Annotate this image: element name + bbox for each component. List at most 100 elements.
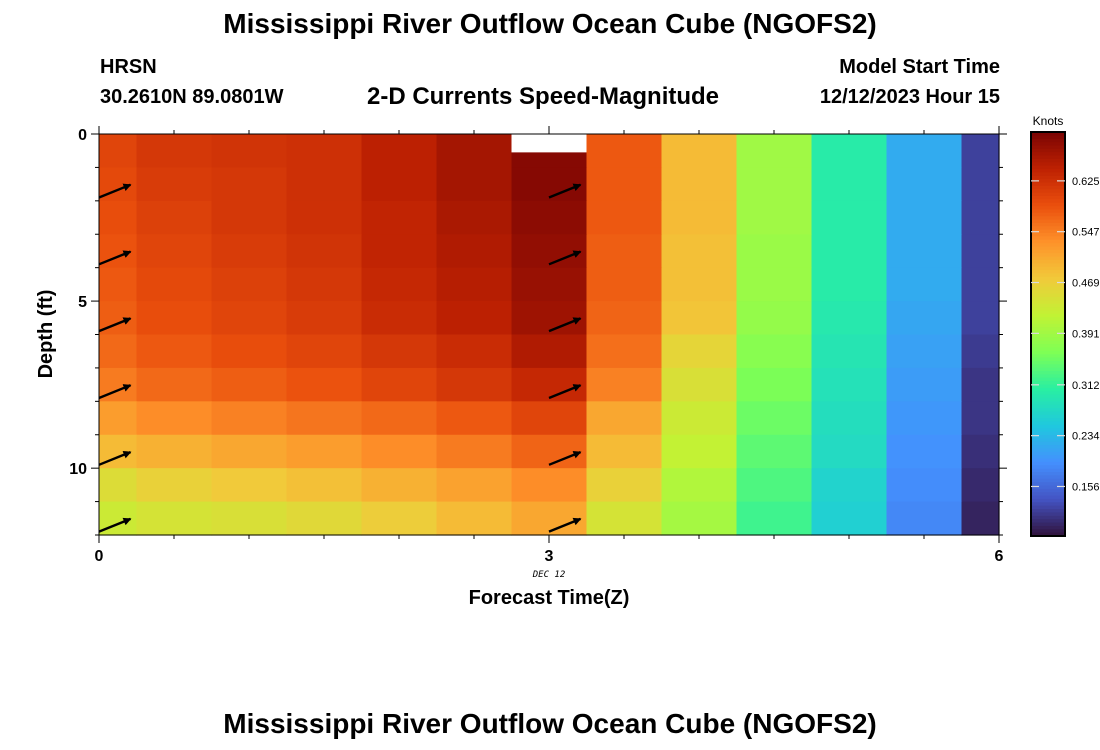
heatmap-cell [136,234,213,269]
heatmap-cell [961,468,1000,503]
colorbar-band [1031,394,1065,399]
colorbar-band [1031,461,1065,466]
colorbar-band [1031,263,1065,268]
colorbar-band [1031,431,1065,436]
colorbar-band [1031,323,1065,328]
current-vector [98,517,132,533]
colorbar-band [1031,172,1065,177]
colorbar-band [1031,290,1065,295]
heatmap-cell [361,200,438,235]
model-start-value: 12/12/2023 Hour 15 [819,86,1000,108]
heatmap-cell [586,200,663,235]
colorbar-band [1031,421,1065,426]
colorbar-tick-label: 0.156 [1072,481,1100,493]
current-vector [98,183,132,199]
heatmap-cell [886,401,963,436]
colorbar-band [1031,391,1065,396]
colorbar-band [1031,475,1065,480]
heatmap-cell [211,468,288,503]
heatmap-cell [211,501,288,536]
colorbar-band [1031,455,1065,460]
colorbar-band [1031,357,1065,362]
colorbar-band [1031,330,1065,335]
colorbar-band [1031,300,1065,305]
y-tick-label: 5 [78,294,87,311]
heatmap-cell [436,267,513,302]
colorbar-band [1031,381,1065,386]
heatmap-cell [736,234,813,269]
heatmap-cell [736,334,813,369]
colorbar-band [1031,505,1065,510]
y-tick-label: 0 [78,127,87,144]
colorbar-band [1031,340,1065,345]
colorbar-band [1031,488,1065,493]
heatmap-cell [286,501,363,536]
heatmap-cell [211,367,288,402]
heatmap-cell [661,267,738,302]
heatmap-cell [811,367,888,402]
colorbar-band [1031,296,1065,301]
colorbar-band [1031,438,1065,443]
colorbar-band [1031,182,1065,187]
heatmap-cell [736,468,813,503]
colorbar-tick-label: 0.547 [1072,227,1100,239]
colorbar-band [1031,307,1065,312]
colorbar-band [1031,354,1065,359]
heatmap-cell [736,301,813,336]
station-coordinates: 30.2610N 89.0801W [100,86,284,108]
heatmap-cell [661,234,738,269]
colorbar-band [1031,334,1065,338]
colorbar-band [1031,243,1065,248]
current-vector [548,517,582,533]
x-tick-label: 6 [995,548,1004,565]
heatmap-cell [886,167,963,202]
colorbar-band [1031,364,1065,369]
colorbar-band [1031,327,1065,332]
colorbar-band [1031,152,1065,157]
heatmap-cell [136,401,213,436]
colorbar-band [1031,175,1065,180]
heatmap-cell [286,301,363,336]
x-date-label: DEC 12 [532,570,566,580]
colorbar-band [1031,189,1065,194]
heatmap-cell [811,234,888,269]
heatmap-cell [586,234,663,269]
colorbar-band [1031,199,1065,204]
heatmap-cell [661,468,738,503]
colorbar-band [1031,132,1065,136]
heatmap-cell [99,134,138,169]
heatmap-cell [586,134,663,169]
colorbar-tick-label: 0.312 [1072,380,1100,392]
colorbar-band [1031,408,1065,413]
heatmap-cell [661,167,738,202]
colorbar-band [1031,236,1065,241]
heatmap-cell [811,200,888,235]
colorbar-band [1031,367,1065,372]
heatmap-cell [811,301,888,336]
heatmap-cell [961,301,1000,336]
colorbar-band [1031,192,1065,197]
heatmap-cell [136,334,213,369]
colorbar-band [1031,273,1065,278]
colorbar-band [1031,135,1065,140]
heatmap-cell [736,267,813,302]
colorbar-band [1031,424,1065,429]
heatmap-cell [286,434,363,469]
heatmap-cell [961,167,1000,202]
heatmap-cell [361,367,438,402]
colorbar-tick-label: 0.391 [1072,328,1100,340]
heatmap-cell [886,301,963,336]
colorbar-band [1031,195,1065,200]
colorbar-band [1031,347,1065,352]
colorbar-band [1031,233,1065,237]
heatmap-cell [736,367,813,402]
heatmap-cell [961,267,1000,302]
colorbar-band [1031,502,1065,507]
colorbar-band [1031,350,1065,355]
heatmap-cell [736,501,813,536]
heatmap-cell [961,334,1000,369]
colorbar-tick-label: 0.625 [1072,176,1100,188]
colorbar-band [1031,337,1065,342]
heatmap-cell [586,334,663,369]
heatmap-cell [211,434,288,469]
